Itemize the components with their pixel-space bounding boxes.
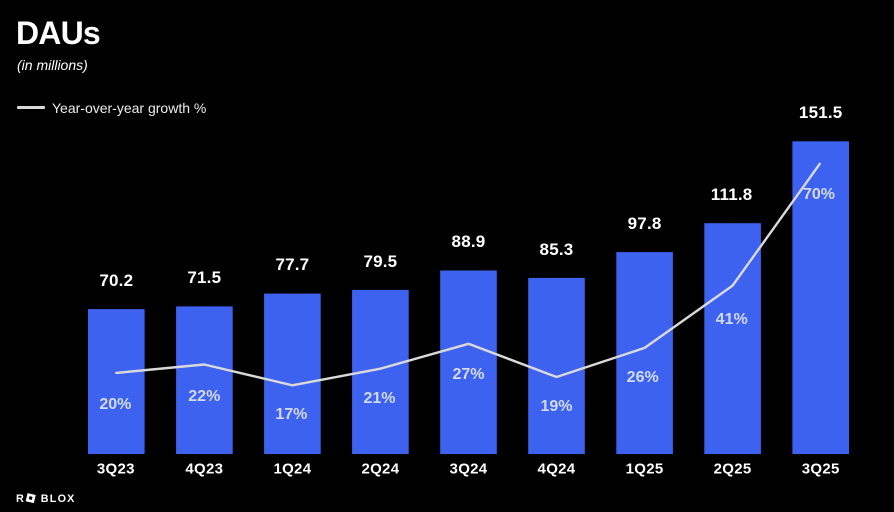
- svg-text:BLOX: BLOX: [41, 493, 76, 505]
- svg-text:R: R: [16, 493, 24, 505]
